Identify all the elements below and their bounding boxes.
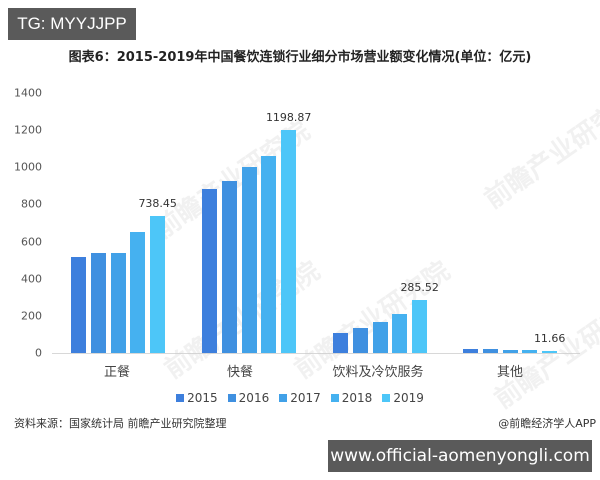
website-badge: www.official-aomenyongli.com [328,440,592,472]
legend-item-2019: 2019 [382,391,424,405]
bar-2018 [130,231,146,353]
legend-label: 2016 [238,391,270,405]
y-tick-label: 1000 [14,160,42,174]
bar-2018 [522,349,538,353]
value-label: 285.52 [400,280,439,294]
bar-2016 [221,181,237,353]
legend-item-2015: 2015 [176,391,218,405]
category-label: 正餐 [103,365,131,380]
category-label: 饮料及冷饮服务 [332,365,424,380]
legend-swatch-icon [330,394,339,402]
bar-2016 [482,349,498,353]
bar-2017 [502,349,518,353]
bar-2015 [333,333,348,353]
bar-2019 [412,299,428,353]
value-label: 1198.87 [265,111,312,125]
legend-label: 2019 [393,391,424,405]
x-axis-line [52,353,580,354]
bar-2017 [372,322,388,353]
tg-badge: TG: MYYJJPP [8,8,136,40]
bar-2019 [542,350,558,353]
y-tick-label: 400 [21,272,42,286]
y-tick-label: 800 [21,197,42,211]
legend-label: 2015 [187,391,218,405]
legend-label: 2018 [341,391,373,405]
category-label: 其他 [496,365,524,380]
bar-2019 [281,130,297,353]
legend-item-2016: 2016 [227,391,270,405]
value-label: 738.45 [138,196,177,210]
bar-2015 [202,189,217,353]
source-note: 资料来源：国家统计局 前瞻产业研究院整理 [14,417,227,430]
value-label: 11.66 [533,331,566,345]
bar-2019 [150,215,166,353]
watermark-text: 前瞻产业研究院 [479,86,600,216]
y-tick-label: 1200 [14,123,42,137]
bar-2016 [352,327,368,353]
legend-swatch-icon [279,394,288,402]
bar-2018 [392,314,408,353]
legend-swatch-icon [382,394,391,402]
y-tick-label: 0 [35,346,42,360]
category-label: 快餐 [226,365,254,380]
bar-2016 [90,252,106,353]
bar-chart: 前瞻产业研究院前瞻产业研究院前瞻产业研究院前瞻产业研究院前瞻产业研究院02004… [14,86,600,415]
chart-title: 图表6：2015-2019年中国餐饮连锁行业细分市场营业额变化情况(单位：亿元) [68,50,532,65]
legend-label: 2017 [290,391,321,405]
bar-2015 [71,257,86,353]
bar-2017 [110,253,126,353]
y-tick-label: 1400 [14,86,42,100]
bar-2018 [261,155,277,353]
legend-item-2017: 2017 [279,391,321,405]
legend-swatch-icon [227,394,236,402]
legend-swatch-icon [176,394,185,402]
credit-note: @前瞻经济学人APP [498,417,596,430]
legend: 2015 2016 2017 2018 2019 [0,391,600,405]
bar-2015 [463,349,478,353]
legend-item-2018: 2018 [330,391,373,405]
bar-2017 [241,166,257,353]
y-tick-label: 200 [21,309,42,323]
y-tick-label: 600 [21,235,42,249]
